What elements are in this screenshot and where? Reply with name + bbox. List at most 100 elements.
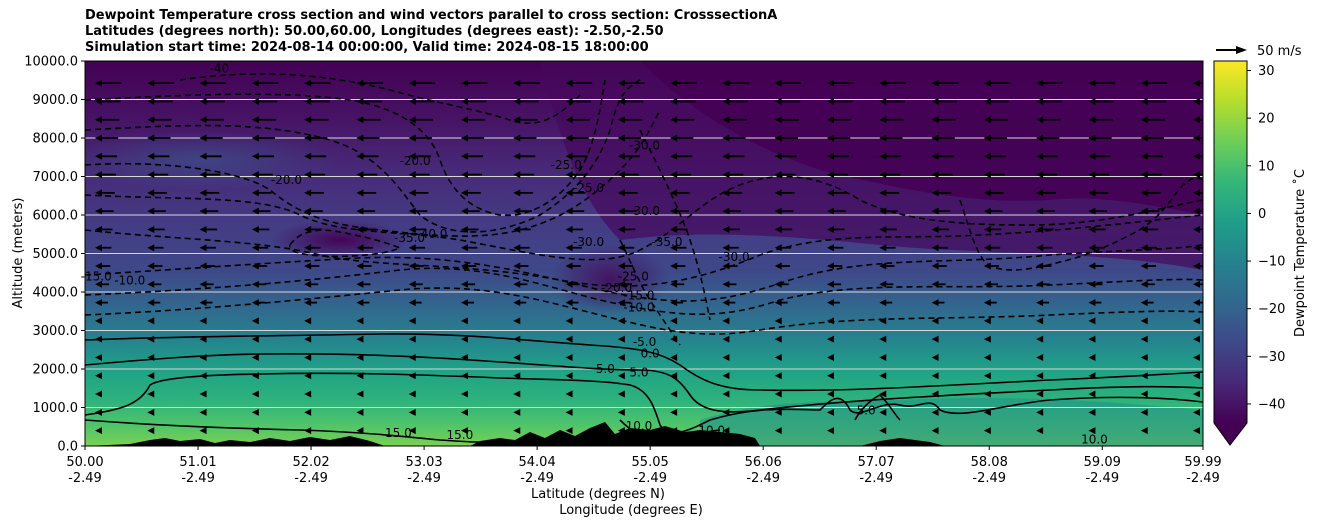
wind-vector (827, 390, 834, 398)
wind-vector (565, 427, 573, 435)
wind-vector (147, 207, 166, 215)
colorbar-extend-min (1214, 423, 1247, 445)
wind-vector (461, 171, 482, 179)
wind-vector (513, 225, 531, 233)
wind-vector (983, 207, 1003, 215)
wind-vector (304, 299, 318, 307)
wind-vector (513, 390, 521, 398)
wind-vector (565, 244, 582, 252)
wind-vector (722, 244, 739, 252)
x-tick-label-lat: 59.09 (1084, 455, 1121, 470)
wind-vector (670, 152, 693, 160)
wind-vector (95, 280, 110, 288)
contour-label: 0.0 (641, 346, 660, 360)
wind-vector (565, 79, 593, 87)
contour-label: -20.0 (601, 281, 632, 295)
wind-vector (513, 79, 540, 87)
wind-vector (565, 116, 590, 124)
wind-vector (827, 299, 840, 307)
wind-vector (95, 317, 102, 325)
wind-vector (513, 317, 521, 325)
wind-vector (827, 97, 853, 105)
x-tick-label-lon: -2.49 (407, 471, 441, 486)
contour-label: -15.0 (81, 269, 112, 283)
wind-vector (95, 207, 114, 215)
wind-vector (408, 408, 416, 416)
wind-vector (461, 335, 468, 343)
wind-vector (1193, 335, 1200, 343)
wind-vector (617, 134, 642, 142)
x-tick-label-lat: 57.07 (858, 455, 895, 470)
wind-vector (304, 171, 326, 179)
wind-vector (827, 134, 851, 142)
wind-vector (983, 225, 1002, 233)
contour-label: -5.0 (633, 335, 656, 349)
wind-vector (774, 299, 788, 307)
colorbar-tick-label: −40 (1258, 397, 1285, 412)
wind-vector (513, 262, 529, 270)
wind-vector (461, 280, 476, 288)
wind-vector (408, 390, 416, 398)
x-tick-label-lat: 59.99 (1184, 455, 1221, 470)
wind-vector (251, 262, 268, 270)
wind-vector (774, 189, 795, 197)
wind-vector (356, 152, 379, 160)
wind-vector (356, 134, 380, 142)
wind-vector (931, 189, 952, 197)
wind-vector (356, 171, 378, 179)
wind-vector (408, 189, 429, 197)
wind-vector (617, 244, 635, 252)
wind-vector (95, 262, 111, 270)
wind-vector (879, 299, 893, 307)
contour-label: -40 (209, 62, 229, 76)
wind-vector (670, 262, 686, 270)
wind-vector (617, 207, 637, 215)
colorbar-tick-label: 20 (1258, 112, 1275, 127)
wind-vector (565, 390, 573, 398)
contour-label: -40.0 (416, 227, 447, 241)
wind-vector (670, 335, 678, 343)
wind-vector (147, 116, 172, 124)
wind-vector (461, 79, 488, 87)
wind-vector (95, 134, 119, 142)
wind-vector (983, 390, 991, 398)
wind-vector (251, 171, 273, 179)
wind-vector (1193, 372, 1200, 380)
wind-vector (356, 244, 373, 252)
wind-vector (617, 427, 625, 435)
wind-vector (356, 116, 381, 124)
wind-vector (461, 189, 481, 197)
wind-vector (827, 244, 844, 252)
wind-vector (304, 134, 328, 142)
wind-vector (827, 116, 852, 124)
wind-vector (565, 335, 573, 343)
colorbar-label: Dewpoint Temperature ˚C (1292, 169, 1308, 337)
wind-vector (879, 390, 887, 398)
wind-vector (565, 317, 573, 325)
wind-vector (827, 189, 847, 197)
wind-vector (461, 116, 486, 124)
wind-vector (931, 225, 950, 233)
wind-vector (1140, 299, 1154, 307)
wind-vector (879, 280, 894, 288)
wind-vector (1140, 152, 1163, 160)
wind-vector (251, 152, 274, 160)
wind-vector (199, 408, 207, 416)
wind-vector (199, 427, 207, 435)
wind-vector (251, 97, 278, 105)
y-tick-label: 8000.0 (33, 132, 79, 147)
wind-vector (461, 207, 480, 215)
wind-vector (774, 152, 797, 160)
wind-vector (1036, 244, 1053, 252)
wind-vector (617, 372, 625, 380)
wind-vector (356, 317, 364, 325)
wind-vector (983, 408, 991, 416)
wind-vector (251, 116, 277, 124)
y-tick-label: 7000.0 (33, 170, 79, 185)
wind-vector (983, 335, 991, 343)
wind-vector (251, 207, 271, 215)
wind-vector (199, 225, 218, 233)
wind-vector (513, 353, 521, 361)
contour-label: -35.0 (394, 231, 425, 245)
wind-vector (95, 116, 120, 124)
